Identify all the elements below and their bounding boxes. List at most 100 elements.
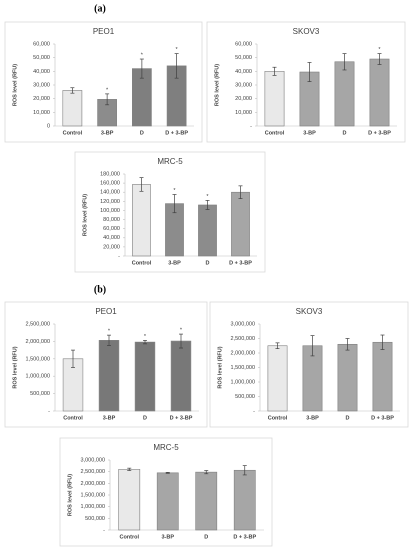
y-tick-label: 50,000 [235,55,252,61]
y-tick-label: 500,000 [85,516,105,522]
y-tick-label: 2,500,000 [26,321,50,327]
error-bar [345,338,350,351]
x-tick-label: D [206,260,210,266]
bar [62,90,83,127]
error-bar [70,87,75,94]
y-tick-label: 30,000 [235,82,252,88]
error-bar [307,62,312,82]
x-tick-label: Control [265,130,285,136]
bar [264,71,285,127]
x-tick-label: 3-BP [101,130,114,136]
y-tick-label: 3,000,000 [231,321,255,327]
x-tick-label: 3-BP [303,130,316,136]
x-tick-label: D [346,415,350,421]
error-bar [204,470,209,475]
y-tick-label: 60,000 [235,41,252,47]
error-bar [377,53,382,65]
y-tick-label: 1,500,000 [26,356,50,362]
y-tick-label: - [118,253,120,259]
x-tick-label: Control [132,260,152,266]
chart-title: SKOV3 [296,307,323,316]
significance-mark: * [206,194,209,200]
y-tick-label: 1,000,000 [26,374,50,380]
y-tick-label: 30,000 [33,82,50,88]
error-bar [127,467,132,471]
chart-title: MRC-5 [157,157,183,166]
y-tick-label: 2,000,000 [231,350,255,356]
error-bar [275,342,280,349]
chart-title: PEO1 [93,27,115,36]
y-tick-label: 120,000 [100,199,120,205]
x-tick-label: 3-BP [103,415,116,421]
x-tick-label: D + 3-BP [371,415,394,421]
error-bar [139,177,144,192]
x-tick-label: D + 3-BP [368,130,391,136]
significance-mark: * [108,329,111,335]
y-tick-label: 60,000 [103,226,120,232]
error-bar [165,472,170,474]
error-bar [380,334,385,350]
x-tick-label: D [140,130,144,136]
y-tick-label: 50,000 [33,55,50,61]
error-bar [272,66,277,76]
error-bar [179,333,183,349]
y-tick-label: 3,000,000 [81,457,105,463]
x-tick-label: Control [268,415,288,421]
error-bar [107,334,111,346]
bar [98,340,120,412]
y-tick-label: - [48,408,50,414]
x-tick-label: Control [63,130,83,136]
x-tick-label: 3-BP [161,534,174,540]
y-axis-label: ROS level (RFU) [12,64,18,106]
y-axis-label: ROS level (RFU) [67,474,73,516]
y-tick-label: 500,000 [30,391,50,397]
bar [337,343,358,412]
y-tick-label: 20,000 [235,96,252,102]
y-tick-label: 1,000,000 [81,504,105,510]
y-axis-label: ROS level (RFU) [217,346,223,388]
bar [134,341,156,412]
chart-title: SKOV3 [293,27,320,36]
chart-title: MRC-5 [153,443,179,452]
y-tick-label: 100,000 [100,208,120,214]
x-tick-label: D [343,130,347,136]
y-tick-label: 80,000 [103,217,120,223]
y-tick-label: 0 [47,123,50,129]
y-tick-label: - [253,408,255,414]
x-tick-label: D [143,415,147,421]
x-tick-label: Control [63,415,83,421]
error-bar [238,185,243,199]
error-bar [71,349,75,368]
y-tick-label: 20,000 [103,244,120,250]
x-tick-label: D + 3-BP [229,260,252,266]
x-tick-label: 3-BP [306,415,319,421]
error-bar [139,58,144,79]
x-tick-label: D [204,534,208,540]
error-bar [105,93,110,106]
bar [198,204,217,257]
y-tick-label: 40,000 [33,69,50,75]
y-tick-label: 60,000 [33,41,50,47]
bar [231,191,250,257]
y-tick-label: 500,000 [235,394,255,400]
y-tick-label: 2,500,000 [81,469,105,475]
error-bar [342,53,347,71]
y-tick-label: 10,000 [33,110,50,116]
y-tick-label: 2,500,000 [231,336,255,342]
bar [118,469,141,531]
y-tick-label: - [103,527,105,533]
bar [372,341,393,412]
y-tick-label: 1,500,000 [81,492,105,498]
bar [233,469,256,531]
error-bar [174,53,179,79]
y-axis-label: ROS level (RFU) [214,64,220,106]
bar [267,345,288,412]
error-bar [143,340,147,345]
y-tick-label: 10,000 [235,110,252,116]
error-bar [172,194,177,214]
bar [170,340,192,412]
y-tick-label: 180,000 [100,171,120,177]
y-axis-label: ROS level (RFU) [12,346,18,388]
y-tick-label: 140,000 [100,190,120,196]
